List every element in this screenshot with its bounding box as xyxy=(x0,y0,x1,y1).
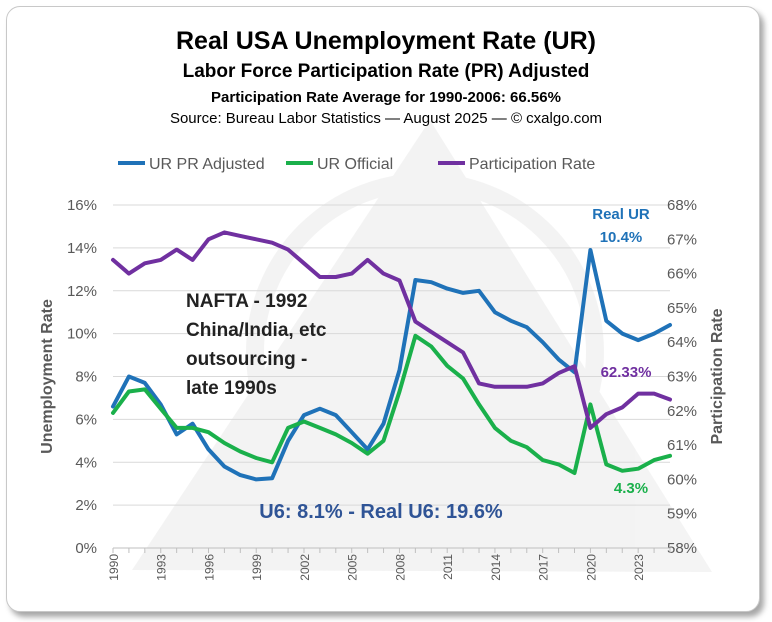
y2-tick-label: 63% xyxy=(667,369,697,386)
y2-tick-label: 64% xyxy=(667,334,697,351)
chart-title: Real USA Unemployment Rate (UR) xyxy=(176,27,596,55)
chart-average-note: Participation Rate Average for 1990-2006… xyxy=(211,89,561,106)
x-tick-label: 2020 xyxy=(584,554,598,581)
y-axis-title: Unemployment Rate xyxy=(39,299,56,454)
x-tick-label: 1993 xyxy=(155,554,169,581)
y2-tick-label: 61% xyxy=(667,437,697,454)
x-tick-label: 2008 xyxy=(393,554,407,581)
y2-tick-label: 67% xyxy=(667,231,697,248)
y2-tick-label: 62% xyxy=(667,403,697,420)
legend-ur-official-label: UR Official xyxy=(317,156,393,173)
x-tick-label: 2011 xyxy=(441,554,455,580)
series-line-ur-official xyxy=(111,333,672,475)
x-tick-label: 2017 xyxy=(537,554,551,581)
y-tick-label: 2% xyxy=(75,497,97,514)
u6-annotation: U6: 8.1% - Real U6: 19.6% xyxy=(259,501,503,523)
x-tick-label: 1996 xyxy=(202,554,216,581)
y2-tick-label: 66% xyxy=(667,266,697,283)
y2-tick-label: 59% xyxy=(667,506,697,523)
participation-rate-value: 62.33% xyxy=(601,364,652,381)
y-tick-label: 4% xyxy=(75,454,97,471)
legend-ur-pr-adjusted-label: UR PR Adjusted xyxy=(149,156,265,173)
series-line-participation-rate xyxy=(111,230,672,430)
y2-tick-label: 60% xyxy=(667,471,697,488)
y-tick-label: 8% xyxy=(75,369,97,386)
x-tick-label: 1999 xyxy=(250,554,264,581)
y-tick-label: 16% xyxy=(67,197,97,214)
x-tick-label: 1990 xyxy=(107,554,121,581)
nafta-annotation-line: outsourcing - xyxy=(186,349,307,370)
nafta-annotation-line: NAFTA - 1992 xyxy=(186,291,307,312)
y2-tick-label: 68% xyxy=(667,197,697,214)
real-ur-label: Real UR xyxy=(592,206,650,223)
nafta-annotation-line: China/India, etc xyxy=(186,320,327,341)
y-tick-label: 10% xyxy=(67,326,97,343)
y-tick-label: 0% xyxy=(75,540,97,557)
legend-participation-rate-label: Participation Rate xyxy=(469,156,595,173)
chart-subtitle: Labor Force Participation Rate (PR) Adju… xyxy=(182,61,590,82)
chart-frame xyxy=(6,6,760,612)
y-tick-label: 6% xyxy=(75,411,97,428)
x-tick-label: 2023 xyxy=(632,554,646,581)
y-tick-label: 14% xyxy=(67,240,97,257)
nafta-annotation-line: late 1990s xyxy=(186,378,277,399)
real-ur-value: 10.4% xyxy=(600,229,643,246)
ur-official-value: 4.3% xyxy=(614,480,648,497)
x-tick-label: 2014 xyxy=(489,554,503,581)
y-tick-label: 12% xyxy=(67,283,97,300)
chart-source: Source: Bureau Labor Statistics — August… xyxy=(169,110,603,127)
y2-axis-title: Participation Rate xyxy=(709,308,726,444)
x-tick-label: 2005 xyxy=(346,554,360,581)
series-line-ur-pr-adjusted xyxy=(111,248,672,482)
y2-tick-label: 58% xyxy=(667,540,697,557)
y2-tick-label: 65% xyxy=(667,300,697,317)
x-tick-label: 2002 xyxy=(298,554,312,581)
